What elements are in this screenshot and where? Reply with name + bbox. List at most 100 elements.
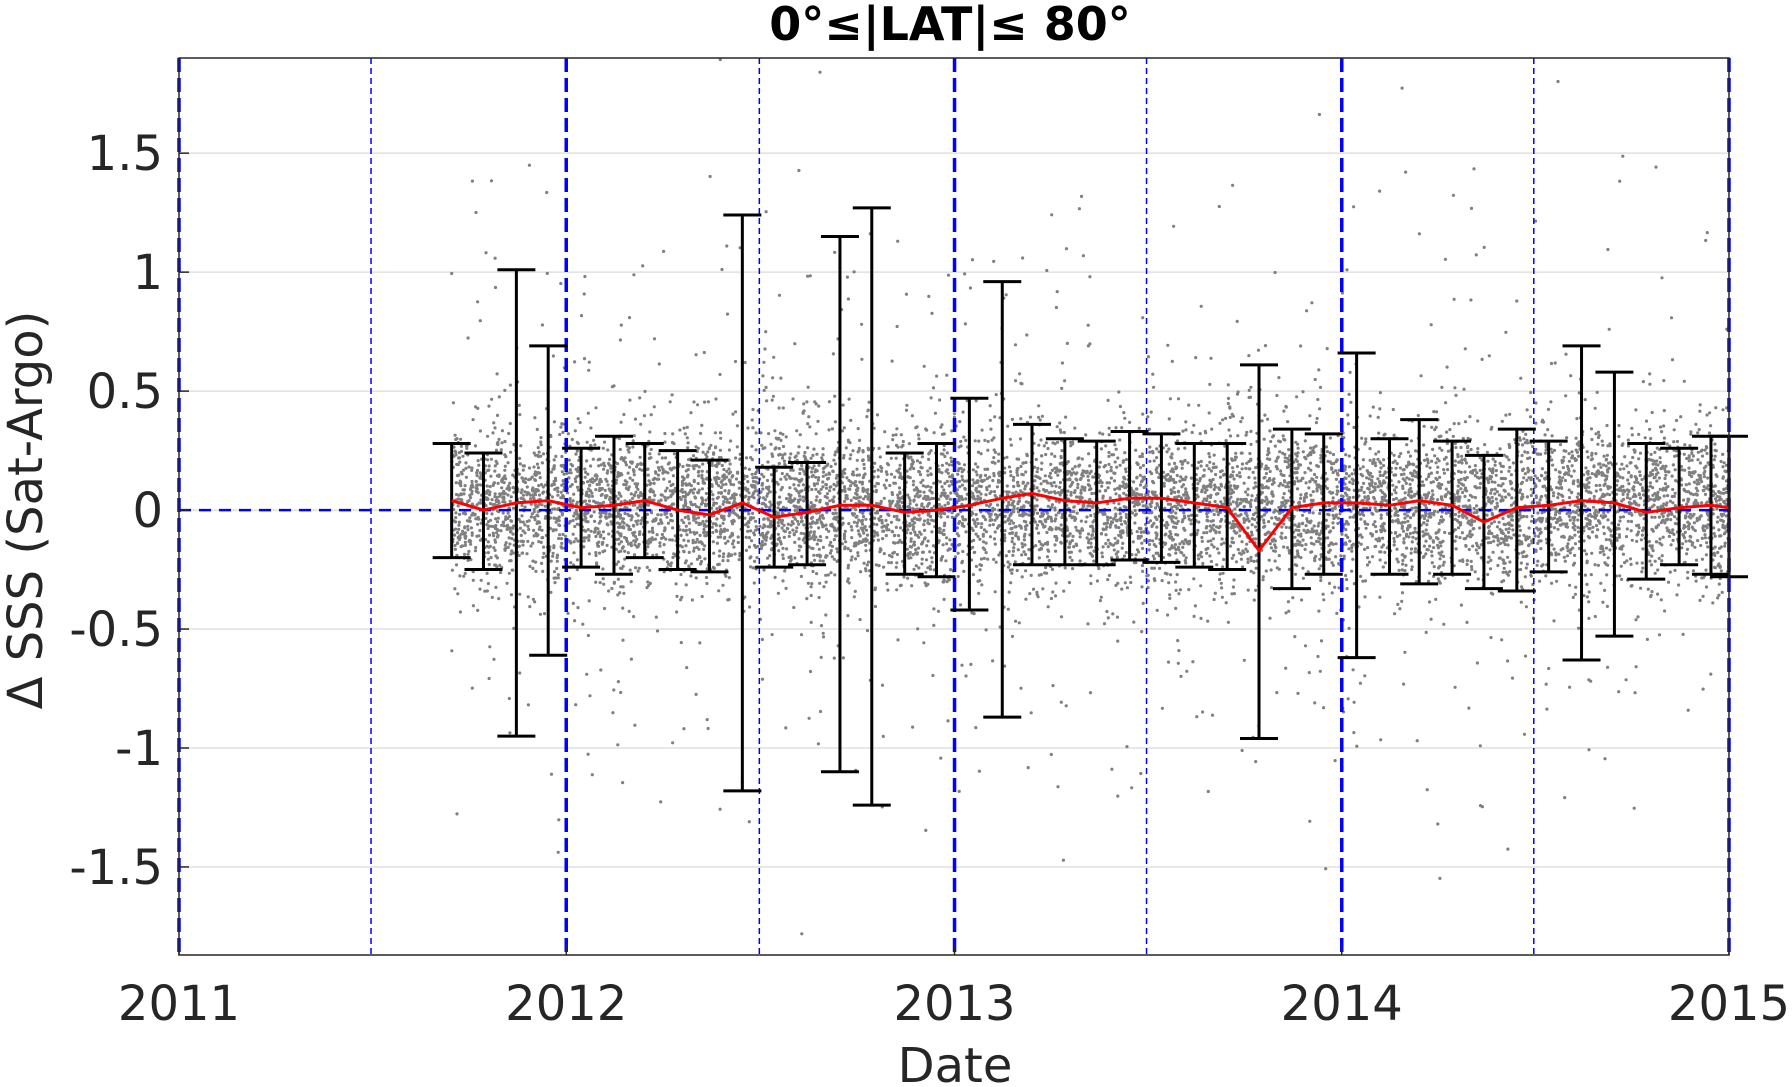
scatter-point	[491, 431, 495, 435]
scatter-point	[760, 637, 765, 642]
scatter-point	[531, 566, 535, 571]
scatter-point	[1658, 487, 1662, 491]
scatter-point	[798, 471, 802, 476]
scatter-point	[894, 456, 898, 460]
scatter-point	[541, 485, 545, 489]
scatter-point	[1123, 451, 1127, 455]
scatter-point	[1021, 256, 1025, 260]
scatter-point	[1287, 548, 1291, 553]
scatter-point	[1700, 536, 1704, 541]
scatter-point	[813, 483, 817, 487]
scatter-point	[523, 531, 527, 535]
scatter-point	[1510, 518, 1514, 522]
scatter-point	[1498, 447, 1502, 451]
scatter-point	[702, 527, 706, 532]
scatter-point	[1293, 523, 1297, 527]
scatter-point	[939, 494, 943, 498]
scatter-point	[1068, 514, 1072, 518]
scatter-point	[1249, 530, 1254, 534]
scatter-point	[864, 543, 868, 547]
scatter-point	[1045, 268, 1049, 273]
scatter-point	[1081, 254, 1085, 258]
scatter-point	[894, 433, 898, 437]
scatter-point	[636, 569, 640, 573]
scatter-point	[860, 522, 865, 526]
scatter-point	[841, 521, 845, 525]
scatter-point	[664, 498, 668, 502]
scatter-point	[1220, 595, 1224, 599]
scatter-point	[929, 396, 933, 400]
scatter-point	[470, 686, 474, 690]
scatter-point	[1209, 559, 1213, 564]
scatter-point	[467, 465, 471, 469]
scatter-point	[1167, 447, 1171, 451]
scatter-point	[698, 555, 702, 560]
scatter-point	[1218, 572, 1222, 576]
scatter-point	[504, 541, 508, 545]
scatter-point	[1334, 515, 1338, 519]
scatter-point	[465, 446, 469, 450]
scatter-point	[766, 556, 770, 560]
scatter-point	[721, 483, 725, 487]
scatter-point	[1618, 519, 1622, 523]
scatter-point	[1662, 379, 1666, 383]
scatter-point	[560, 546, 564, 550]
scatter-point	[1511, 528, 1515, 532]
scatter-point	[1131, 540, 1135, 544]
scatter-point	[965, 479, 969, 483]
scatter-point	[1556, 496, 1560, 500]
scatter-point	[1504, 495, 1508, 499]
scatter-point	[750, 444, 754, 448]
scatter-point	[1521, 468, 1525, 473]
scatter-point	[1053, 454, 1057, 458]
scatter-point	[832, 557, 836, 561]
scatter-point	[973, 439, 977, 443]
scatter-point	[1106, 545, 1110, 549]
scatter-point	[845, 275, 850, 279]
scatter-point	[538, 525, 542, 529]
scatter-point	[920, 550, 925, 554]
scatter-point	[1041, 587, 1045, 591]
scatter-point	[1116, 456, 1120, 460]
scatter-point	[541, 569, 545, 574]
scatter-point	[1231, 519, 1235, 523]
scatter-point	[1017, 621, 1021, 625]
scatter-point	[1641, 547, 1645, 551]
scatter-point	[520, 514, 524, 518]
scatter-point	[1240, 467, 1244, 471]
scatter-point	[1638, 451, 1643, 455]
scatter-point	[803, 450, 807, 455]
scatter-point	[1704, 568, 1708, 572]
scatter-point	[809, 620, 813, 625]
scatter-point	[666, 496, 670, 500]
scatter-point	[897, 486, 902, 490]
scatter-point	[492, 534, 496, 538]
scatter-point	[1055, 290, 1059, 294]
scatter-point	[488, 645, 492, 649]
scatter-point	[971, 573, 976, 577]
scatter-point	[1006, 424, 1010, 428]
scatter-point	[1587, 590, 1591, 594]
scatter-point	[1318, 557, 1322, 561]
scatter-point	[1128, 420, 1132, 424]
scatter-point	[1267, 520, 1271, 524]
scatter-point	[711, 522, 715, 526]
scatter-point	[1432, 546, 1436, 550]
scatter-point	[1424, 539, 1428, 543]
scatter-point	[1661, 488, 1665, 492]
scatter-point	[791, 397, 795, 401]
scatter-point	[1301, 450, 1305, 454]
scatter-point	[1013, 343, 1018, 347]
scatter-point	[605, 479, 609, 483]
scatter-point	[1494, 497, 1498, 501]
scatter-point	[1421, 530, 1425, 534]
scatter-point	[1594, 524, 1599, 528]
scatter-point	[855, 514, 859, 519]
scatter-point	[1063, 566, 1067, 570]
scatter-point	[1603, 514, 1607, 518]
scatter-point	[1577, 626, 1581, 630]
scatter-point	[1583, 549, 1587, 553]
scatter-point	[1268, 469, 1272, 474]
scatter-point	[1600, 471, 1604, 475]
scatter-point	[554, 454, 558, 458]
